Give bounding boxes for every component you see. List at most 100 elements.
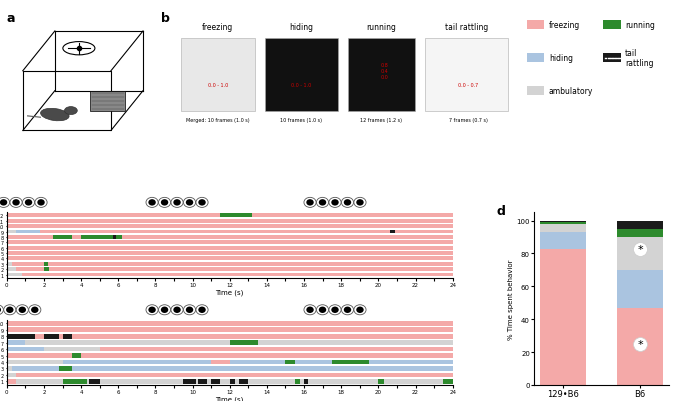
Bar [285, 360, 295, 365]
Bar [7, 273, 453, 277]
FancyBboxPatch shape [603, 20, 621, 30]
Bar [7, 257, 453, 261]
Bar [617, 221, 663, 229]
Bar [7, 353, 453, 358]
Bar [7, 230, 453, 234]
Bar [7, 328, 453, 332]
Bar [7, 321, 453, 326]
Bar [7, 373, 16, 377]
Bar [7, 379, 16, 384]
Text: 0.0 - 1.0: 0.0 - 1.0 [208, 82, 228, 87]
Bar [7, 360, 62, 365]
Bar [211, 360, 230, 365]
Bar [7, 267, 453, 271]
Bar [7, 360, 453, 365]
Text: a: a [7, 12, 16, 25]
Text: hiding: hiding [549, 54, 573, 63]
Ellipse shape [41, 109, 69, 122]
Bar [7, 340, 453, 345]
Bar [540, 225, 586, 233]
Bar [7, 347, 44, 352]
Bar [239, 379, 248, 384]
Bar [7, 273, 22, 277]
Text: ambulatory: ambulatory [549, 87, 593, 96]
Text: running: running [625, 21, 655, 30]
Text: d: d [496, 204, 505, 217]
Bar [7, 334, 453, 339]
Bar [7, 246, 453, 250]
Bar [617, 229, 663, 237]
Text: 10 frames (1.0 s): 10 frames (1.0 s) [281, 118, 322, 123]
X-axis label: Time (s): Time (s) [216, 288, 244, 295]
FancyBboxPatch shape [527, 20, 544, 30]
Bar [617, 308, 663, 385]
Bar [7, 235, 453, 239]
Bar [44, 334, 59, 339]
Bar [25, 334, 34, 339]
Bar [7, 321, 453, 326]
Bar [7, 241, 453, 245]
Bar [44, 267, 49, 271]
Bar [7, 230, 16, 234]
Bar [540, 221, 586, 223]
Bar [7, 360, 453, 365]
Bar [7, 373, 453, 377]
Bar [7, 334, 453, 339]
Bar [617, 237, 663, 270]
Bar [53, 235, 72, 239]
Bar [7, 241, 453, 245]
Bar [7, 273, 453, 277]
Bar [7, 347, 453, 352]
Bar [379, 379, 384, 384]
Bar [113, 235, 116, 239]
Bar [7, 340, 25, 345]
Bar [7, 257, 453, 261]
FancyBboxPatch shape [527, 54, 544, 63]
Text: hiding: hiding [289, 23, 313, 32]
Bar [7, 366, 453, 371]
Bar [230, 379, 235, 384]
Bar [7, 334, 25, 339]
Text: *: * [637, 244, 643, 254]
Bar [7, 340, 453, 345]
Text: tail rattling: tail rattling [445, 23, 488, 32]
Text: 0.8
0.4
0.0: 0.8 0.4 0.0 [381, 63, 389, 80]
Bar [72, 353, 81, 358]
Ellipse shape [63, 43, 95, 56]
Bar [7, 235, 453, 239]
Bar [7, 251, 453, 255]
Bar [211, 379, 220, 384]
Bar [7, 219, 453, 223]
Text: 0.0 - 1.0: 0.0 - 1.0 [291, 82, 312, 87]
Text: freezing: freezing [202, 23, 233, 32]
Bar [81, 235, 122, 239]
Text: 12 frames (1.2 s): 12 frames (1.2 s) [360, 118, 402, 123]
Bar [540, 249, 586, 385]
Bar [44, 347, 99, 352]
FancyBboxPatch shape [348, 38, 415, 111]
Bar [540, 233, 586, 249]
Bar [7, 214, 453, 218]
FancyBboxPatch shape [603, 54, 621, 63]
Bar [89, 379, 99, 384]
Bar [7, 353, 453, 358]
Bar [7, 251, 453, 255]
Text: freezing: freezing [549, 21, 580, 30]
X-axis label: Time (s): Time (s) [216, 395, 244, 401]
Bar [7, 328, 453, 332]
Bar [540, 223, 586, 225]
Bar [7, 262, 453, 266]
Bar [332, 360, 369, 365]
Y-axis label: % Time spent behavior: % Time spent behavior [508, 259, 514, 339]
Text: *: * [637, 339, 643, 349]
FancyBboxPatch shape [264, 38, 338, 111]
Text: 0.0 - 0.7: 0.0 - 0.7 [458, 82, 479, 87]
Bar [7, 347, 453, 352]
Bar [198, 379, 208, 384]
Bar [59, 366, 72, 371]
Bar [295, 379, 300, 384]
Bar [7, 246, 453, 250]
Bar [7, 262, 12, 266]
Bar [7, 225, 453, 229]
Bar [389, 230, 395, 234]
